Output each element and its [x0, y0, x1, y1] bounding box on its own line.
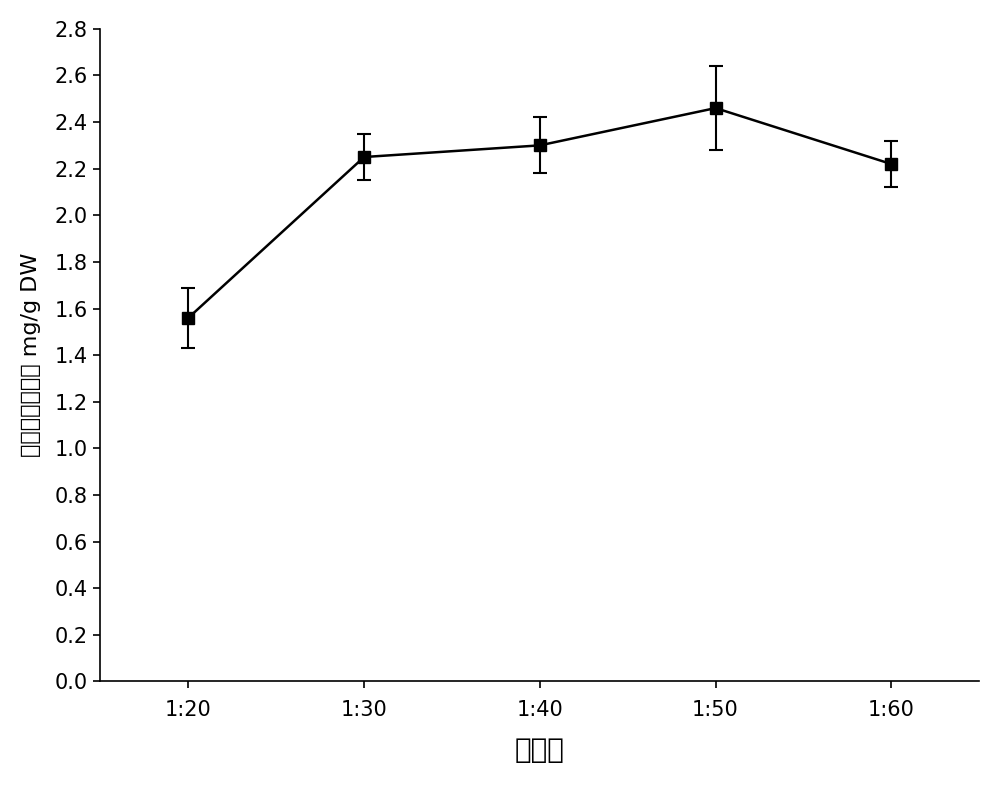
X-axis label: 料液比: 料液比: [515, 736, 565, 764]
Y-axis label: 麦角硒因提取量 mg/g DW: 麦角硒因提取量 mg/g DW: [21, 253, 41, 458]
